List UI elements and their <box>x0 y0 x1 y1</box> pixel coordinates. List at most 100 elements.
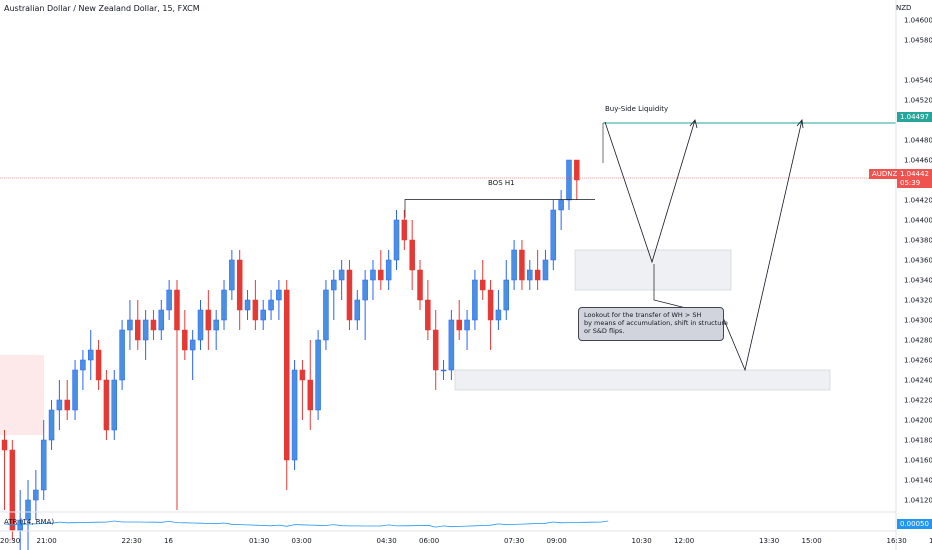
candle <box>291 360 298 470</box>
candle-body <box>550 209 557 261</box>
candle-body <box>72 369 78 411</box>
price-axis-label: 1.04200 <box>904 417 932 425</box>
candle <box>362 270 368 340</box>
price-axis-label: 1.04300 <box>904 317 932 325</box>
candle-body <box>119 329 125 381</box>
time-axis-label: 15:00 <box>802 537 822 545</box>
time-axis-label: 16:30 <box>887 537 907 545</box>
candle-body <box>479 279 486 291</box>
candle-body <box>166 289 172 311</box>
candle <box>166 280 172 320</box>
candle-body <box>519 249 525 281</box>
time-axis-label: 10:30 <box>632 537 652 545</box>
candle-body <box>260 309 266 321</box>
price-axis-label: 1.04580 <box>904 37 932 45</box>
candle-body <box>174 289 180 331</box>
time-axis-label: 03:00 <box>292 537 312 545</box>
candle-body <box>440 369 447 372</box>
note-line-1: Lookout for the transfer of WH > SH <box>584 311 702 319</box>
candle <box>495 290 502 330</box>
candle <box>150 310 157 340</box>
atr-line <box>4 520 609 528</box>
time-axis-label: 20:30 <box>0 537 20 545</box>
arrowhead-2 <box>796 119 804 129</box>
candle <box>464 310 470 350</box>
candle <box>385 250 392 290</box>
candle <box>72 360 78 420</box>
candle <box>331 270 337 320</box>
candle-body <box>472 279 478 321</box>
candle <box>260 300 266 330</box>
candle <box>558 190 564 230</box>
candle-body <box>236 259 243 311</box>
currency-label: NZD <box>896 4 912 12</box>
buy-side-liquidity-label: Buy-Side Liquidity <box>605 105 669 113</box>
price-axis-label: 1.04400 <box>904 217 932 225</box>
candle-body <box>495 309 502 321</box>
candle-body <box>346 269 353 321</box>
candle <box>213 310 219 350</box>
time-axis-label: 01:30 <box>249 537 269 545</box>
candle-body <box>409 239 415 271</box>
last-price-tag: 1.04442 <box>897 169 932 179</box>
candle-body <box>307 379 314 411</box>
candle-body <box>527 269 533 281</box>
candle-body <box>323 289 329 341</box>
candle-body <box>511 249 517 281</box>
note-box[interactable]: Lookout for the transfer of WH > SH by m… <box>578 307 728 341</box>
note-line-3: or S&D flips. <box>584 327 625 335</box>
candle-body <box>268 299 274 311</box>
candle <box>542 250 549 281</box>
lower-demand-zone <box>454 369 831 391</box>
candle-body <box>17 519 23 531</box>
candle <box>354 290 361 330</box>
candle <box>370 260 376 300</box>
price-axis-label: 1.04160 <box>904 457 932 465</box>
symbol-tag: AUDNZD <box>869 169 903 179</box>
candle <box>440 360 447 380</box>
projection-path-1 <box>604 119 696 264</box>
candle <box>378 250 384 290</box>
candle-body <box>48 409 55 441</box>
time-axis-label: 07:30 <box>504 537 524 545</box>
candle <box>519 240 525 290</box>
price-axis-label: 1.04520 <box>904 97 932 105</box>
candle-body <box>127 319 133 331</box>
price-axis-label: 1.04340 <box>904 277 932 285</box>
time-axis-label: 13:30 <box>759 537 779 545</box>
candle <box>174 280 180 510</box>
candle <box>182 310 188 360</box>
candle-body <box>40 439 47 491</box>
candle-body <box>229 259 235 291</box>
candle-body <box>33 489 39 501</box>
candle <box>574 159 580 200</box>
candle-body <box>417 269 423 301</box>
price-axis-label: 1.04600 <box>904 17 932 25</box>
price-axis-label: 1.04460 <box>904 157 932 165</box>
candle <box>409 220 415 290</box>
candle <box>9 440 16 540</box>
candle <box>307 340 314 430</box>
candle <box>1 430 8 510</box>
candle-body <box>354 299 361 321</box>
candle-body <box>64 399 70 411</box>
candle <box>299 360 306 420</box>
upper-demand-zone <box>574 249 732 291</box>
candle-body <box>432 329 439 371</box>
candle <box>197 300 204 350</box>
candle <box>158 300 165 340</box>
price-axis-label: 1.04220 <box>904 397 932 405</box>
bos-label: BOS H1 <box>488 179 515 187</box>
candle-body <box>244 299 251 311</box>
candle <box>40 420 47 500</box>
projection-path-2 <box>721 119 803 372</box>
candle <box>111 370 118 440</box>
candle-body <box>252 299 259 321</box>
candle <box>135 300 141 350</box>
candle-body <box>283 289 290 461</box>
time-axis-label: 22:30 <box>122 537 142 545</box>
candle <box>346 260 353 330</box>
price-axis-label: 1.04280 <box>904 337 932 345</box>
candle-body <box>338 269 345 281</box>
